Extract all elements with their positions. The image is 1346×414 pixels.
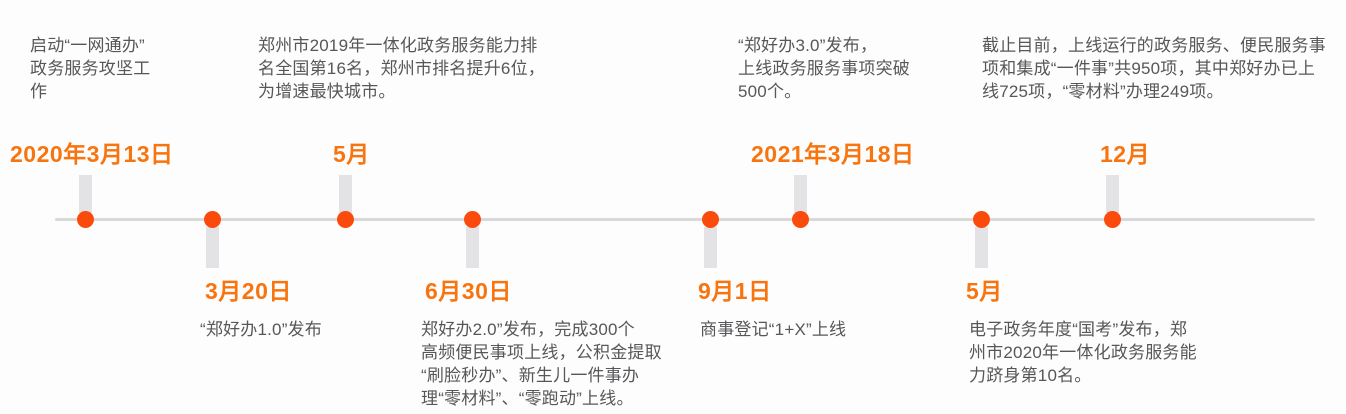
event-connector-line <box>79 175 92 213</box>
event-connector-line <box>466 227 479 268</box>
event-date-label: 3月20日 <box>205 278 292 304</box>
event-dot <box>337 211 354 228</box>
timeline-axis-line <box>55 218 1315 221</box>
event-date-label: 6月30日 <box>425 278 512 304</box>
event-description: 郑好办2.0”发布，完成300个 高频便民事项上线，公积金提取 “刷脸秒办”、新… <box>421 320 662 408</box>
event-connector-line <box>704 227 717 268</box>
event-connector-line <box>206 227 219 268</box>
event-dot <box>973 211 990 228</box>
event-date-label: 2021年3月18日 <box>751 141 915 167</box>
event-date-label: 9月1日 <box>698 278 772 304</box>
event-description: 截止目前，上线运行的政务服务、便民服务事 项和集成“一件事”共950项，其中郑好… <box>982 36 1326 101</box>
event-dot <box>77 211 94 228</box>
event-date-label: 5月 <box>333 141 370 167</box>
event-dot <box>792 211 809 228</box>
event-connector-line <box>975 227 988 268</box>
event-description: 郑州市2019年一体化政务服务能力排 名全国第16名，郑州市排名提升6位， 为增… <box>258 36 545 101</box>
event-description: 商事登记“1+X”上线 <box>700 320 847 339</box>
event-connector-line <box>1106 175 1119 213</box>
event-dot <box>702 211 719 228</box>
event-dot <box>1104 211 1121 228</box>
event-connector-line <box>339 175 352 213</box>
event-date-label: 2020年3月13日 <box>10 141 174 167</box>
event-description: “郑好办1.0”发布 <box>200 320 322 339</box>
event-connector-line <box>794 175 807 213</box>
event-description: 电子政务年度“国考”发布，郑 州市2020年一体化政务服务能 力跻身第10名。 <box>969 320 1197 385</box>
event-description: “郑好办3.0”发布， 上线政务服务事项突破 500个。 <box>738 36 910 101</box>
event-dot <box>204 211 221 228</box>
event-date-label: 5月 <box>966 278 1003 304</box>
event-dot <box>464 211 481 228</box>
event-date-label: 12月 <box>1100 141 1151 167</box>
event-description: 启动“一网通办” 政务服务攻坚工 作 <box>30 36 151 101</box>
